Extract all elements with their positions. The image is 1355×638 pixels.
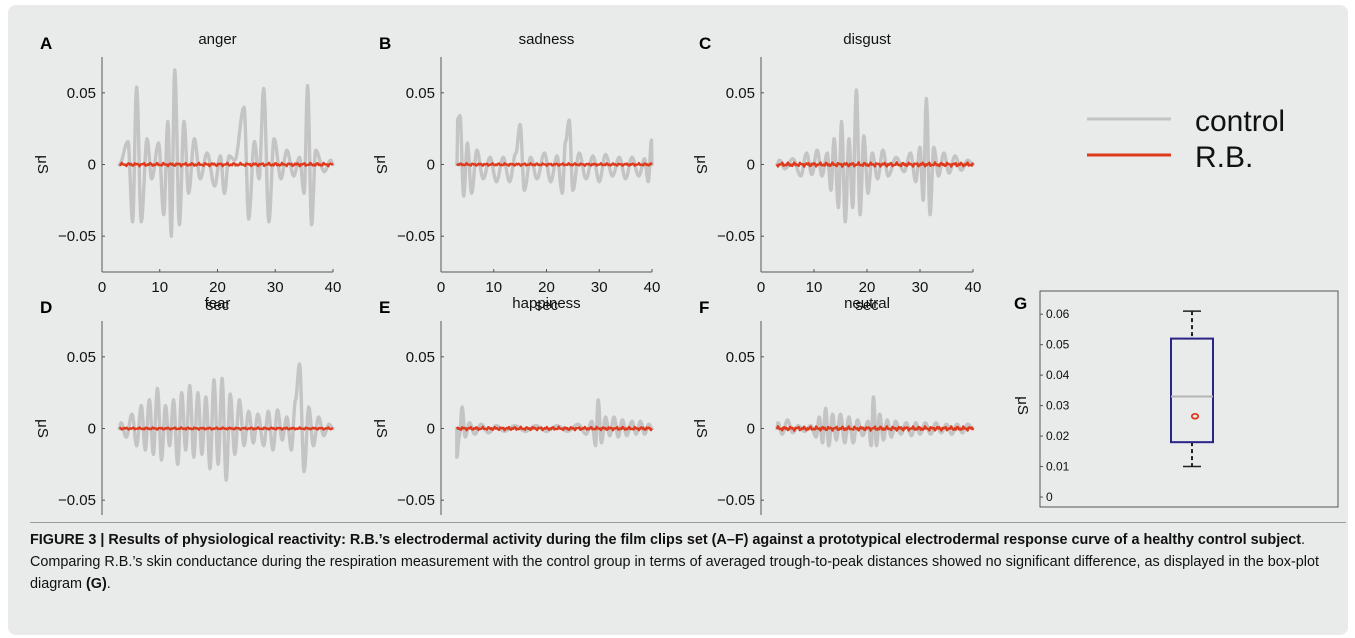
panel-letter: B: [379, 34, 391, 53]
panel-letter: A: [40, 34, 52, 53]
y-tick-label: −0.05: [717, 228, 755, 245]
panel-letter: C: [699, 34, 711, 53]
y-tick-label: 0.05: [1046, 338, 1070, 352]
y-tick-label: 0.06: [1046, 307, 1070, 321]
caption-divider: [30, 522, 1346, 523]
y-tick-label: −0.05: [397, 228, 435, 245]
panel-letter: G: [1014, 294, 1027, 313]
y-tick-label: −0.05: [58, 228, 96, 245]
x-tick-label: 30: [912, 279, 929, 296]
caption-panel-ref: (G): [86, 576, 107, 592]
y-tick-label: 0.05: [67, 85, 96, 102]
y-tick-label: 0.03: [1046, 399, 1070, 413]
x-axis-label: sec: [535, 297, 559, 314]
x-axis-label: sec: [855, 297, 879, 314]
series-line-rb: [775, 161, 975, 168]
x-tick-label: 40: [965, 279, 982, 296]
caption-body: . Comparing R.B.’s skin conductance duri…: [30, 532, 1319, 592]
panel-letter: E: [379, 298, 390, 317]
y-tick-label: 0.01: [1046, 460, 1070, 474]
series-line-rb: [119, 426, 334, 431]
caption-end: .: [106, 576, 111, 592]
series-line-control: [775, 88, 975, 224]
y-axis-label: μS: [1014, 396, 1031, 415]
y-tick-label: −0.05: [397, 492, 435, 509]
x-tick-label: 0: [437, 279, 445, 296]
rb-point: [1190, 412, 1200, 420]
y-tick-label: 0.02: [1046, 429, 1070, 443]
box-iqr: [1170, 337, 1214, 444]
y-axis-label: μS: [34, 155, 51, 174]
x-tick-label: 20: [859, 279, 876, 296]
y-tick-label: −0.05: [717, 492, 755, 509]
y-tick-label: 0: [747, 421, 755, 438]
x-tick-label: 10: [485, 279, 502, 296]
y-axis-label: μS: [693, 419, 710, 438]
y-tick-label: −0.05: [58, 492, 96, 509]
series-line-rb: [456, 162, 653, 167]
y-tick-label: 0: [427, 421, 435, 438]
y-tick-label: 0.05: [406, 349, 435, 366]
y-tick-label: 0.05: [406, 85, 435, 102]
series-line-control: [455, 398, 654, 459]
series-line-control: [775, 395, 975, 448]
series-line-control: [455, 114, 654, 198]
caption-label: FIGURE 3 | Results of physiological reac…: [30, 532, 1301, 548]
panel-letter: F: [699, 298, 709, 317]
y-tick-label: 0.04: [1046, 368, 1070, 382]
panel-title: fear: [205, 295, 231, 312]
x-tick-label: 0: [98, 279, 106, 296]
panel-title: anger: [198, 31, 236, 48]
y-tick-label: 0: [427, 157, 435, 174]
series-line-control: [117, 68, 335, 238]
y-axis-label: μS: [34, 419, 51, 438]
x-tick-label: 40: [325, 279, 342, 296]
panel-G: G 0 0.01 0.02 0.03 0.04 0.05 0.06 μS: [1014, 290, 1339, 508]
figure-caption: FIGURE 3 | Results of physiological reac…: [30, 529, 1340, 595]
series-line-control: [117, 362, 335, 482]
box-plot-frame: [1039, 290, 1339, 508]
series-line-rb: [119, 161, 334, 168]
x-tick-label: 30: [591, 279, 608, 296]
panel-title: sadness: [519, 31, 575, 48]
y-axis-label: μS: [373, 155, 390, 174]
y-tick-label: 0: [88, 421, 96, 438]
legend-label-control: control: [1195, 105, 1285, 138]
y-tick-label: 0: [747, 157, 755, 174]
x-tick-label: 20: [538, 279, 555, 296]
panel-title: neutral: [844, 295, 890, 312]
x-tick-label: 40: [644, 279, 661, 296]
y-tick-label: 0.05: [726, 349, 755, 366]
y-tick-label: 0: [1046, 490, 1053, 504]
y-tick-label: 0.05: [726, 85, 755, 102]
y-axis-label: μS: [373, 419, 390, 438]
panel-letter: D: [40, 298, 52, 317]
series-line-rb: [455, 425, 653, 432]
y-tick-label: 0: [88, 157, 96, 174]
legend: control R.B.: [1087, 105, 1285, 174]
x-axis-label: sec: [206, 297, 230, 314]
y-axis-label: μS: [693, 155, 710, 174]
panel-title: disgust: [843, 31, 891, 48]
x-tick-label: 20: [209, 279, 226, 296]
x-tick-label: 0: [757, 279, 765, 296]
x-tick-label: 10: [806, 279, 823, 296]
y-tick-label: 0.05: [67, 349, 96, 366]
series-line-rb: [775, 425, 975, 432]
panel-title: happiness: [512, 295, 580, 312]
x-tick-label: 30: [267, 279, 284, 296]
x-tick-label: 10: [151, 279, 168, 296]
legend-label-rb: R.B.: [1195, 141, 1253, 174]
